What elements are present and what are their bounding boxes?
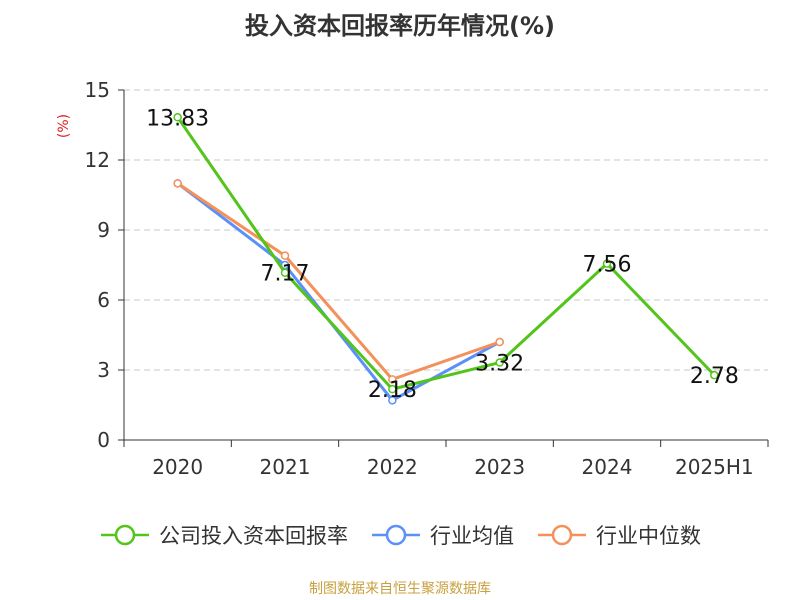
data-point[interactable]: [495, 358, 504, 367]
data-label-layer: 13.83 7.17 2.18 3.32 7.56 2.78: [146, 106, 739, 403]
legend-label: 行业中位数: [596, 524, 701, 548]
data-point[interactable]: [602, 259, 612, 268]
legend-item-1[interactable]: 行业均值: [370, 520, 514, 550]
data-point[interactable]: [388, 396, 397, 405]
source-note: 制图数据来自恒生聚源数据库: [309, 581, 491, 597]
y-tick-label: 9: [97, 218, 110, 242]
data-point[interactable]: [710, 370, 719, 380]
line-circle-icon: [372, 524, 420, 546]
legend-label: 公司投入资本回报率: [159, 524, 348, 548]
data-point[interactable]: [280, 268, 290, 277]
y-tick-label: 15: [85, 78, 110, 102]
legend-item-0[interactable]: 公司投入资本回报率: [99, 520, 348, 550]
axis-layer: 0 3 6 9 12 15 2020 2021 2022 2023 2024 2025H1: [85, 78, 769, 479]
data-point[interactable]: [388, 375, 397, 384]
x-tick-label: 2022: [367, 455, 418, 479]
x-tick-label: 2025H1: [675, 455, 754, 479]
y-tick-label: 0: [97, 428, 110, 452]
chart-title: 投入资本回报率历年情况(%): [245, 12, 555, 40]
x-tick-label: 2023: [474, 455, 525, 479]
data-point[interactable]: [173, 113, 182, 122]
line-circle-icon: [538, 524, 586, 546]
grid-layer: [124, 89, 768, 371]
series-line-0: [176, 115, 716, 391]
data-point[interactable]: [495, 337, 504, 347]
data-label: 13.83: [146, 106, 209, 131]
y-tick-label: 12: [85, 148, 110, 172]
legend-label: 行业均值: [430, 524, 514, 548]
data-label: 7.17: [261, 262, 310, 287]
data-label: 7.56: [583, 253, 632, 278]
data-label: 2.78: [690, 364, 739, 389]
data-label: 2.18: [368, 378, 417, 403]
series-line-2: [176, 181, 502, 381]
y-tick-label: 3: [97, 358, 110, 382]
x-tick-label: 2021: [260, 455, 311, 479]
data-point[interactable]: [388, 384, 397, 394]
line-circle-icon: [101, 524, 149, 546]
legend-item-2[interactable]: 行业中位数: [536, 520, 701, 550]
x-tick-label: 2020: [152, 455, 203, 479]
legend: 公司投入资本回报率 行业均值 行业中位数: [0, 520, 800, 550]
data-point[interactable]: [173, 179, 182, 188]
series-layer: [173, 113, 719, 405]
data-point[interactable]: [280, 251, 290, 260]
y-axis-label: (%): [56, 114, 72, 138]
y-tick-label: 6: [97, 288, 110, 312]
x-tick-label: 2024: [582, 455, 633, 479]
data-label: 3.32: [475, 352, 524, 377]
